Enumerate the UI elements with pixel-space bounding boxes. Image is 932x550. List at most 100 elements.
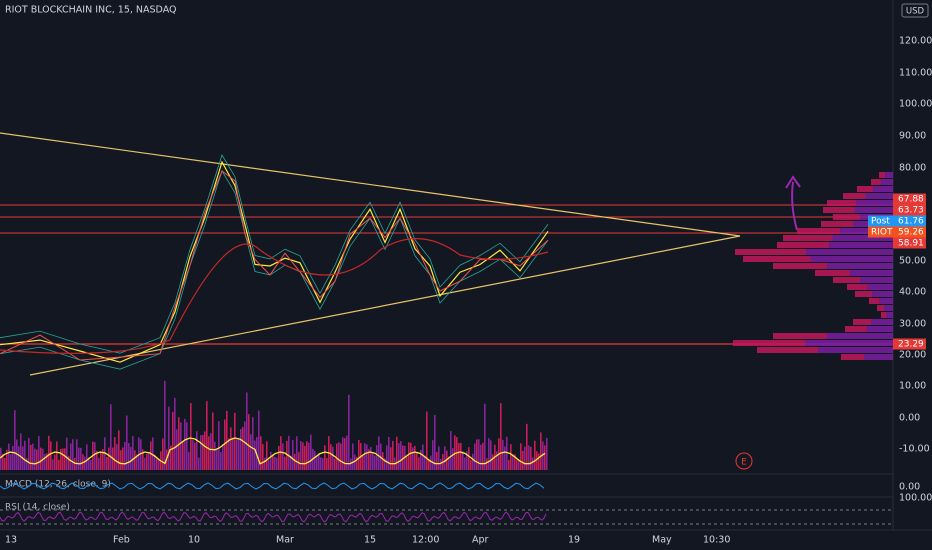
volume-bar xyxy=(74,457,76,470)
profile-row xyxy=(854,207,893,213)
badge-tag xyxy=(868,226,893,238)
profile-row xyxy=(773,333,827,339)
profile-row xyxy=(865,193,893,199)
profile-row xyxy=(857,186,874,192)
volume-bar xyxy=(14,410,16,470)
volume-bar xyxy=(104,437,106,470)
volume-bar xyxy=(114,437,116,470)
profile-row xyxy=(869,298,880,304)
profile-row xyxy=(829,242,893,248)
volume-bar xyxy=(236,439,238,470)
volume-bar xyxy=(200,435,202,470)
macd-axis-label: 0.00 xyxy=(899,482,920,493)
volume-bar xyxy=(202,435,204,470)
volume-bar xyxy=(228,438,230,470)
volume-bar xyxy=(260,436,262,470)
volume-bar xyxy=(34,448,36,470)
volume-bar xyxy=(350,458,352,470)
volume-bar xyxy=(136,454,138,470)
profile-row xyxy=(821,221,854,227)
earnings-marker: E xyxy=(741,458,747,468)
volume-bar xyxy=(52,459,54,470)
volume-bar xyxy=(290,455,292,470)
profile-row xyxy=(847,284,868,290)
price-badge-label: 67.88 xyxy=(898,195,924,205)
volume-bar xyxy=(270,451,272,470)
volume-bar xyxy=(524,446,526,470)
volume-bar xyxy=(436,452,438,470)
volume-bar xyxy=(320,457,322,470)
time-axis-label: 13 xyxy=(5,535,17,546)
volume-bar xyxy=(250,434,252,470)
volume-bar xyxy=(444,446,446,470)
volume-bar xyxy=(178,417,180,470)
volume-bar xyxy=(540,432,542,470)
volume-bar xyxy=(428,459,430,470)
volume-bar xyxy=(300,440,302,470)
volume-bar xyxy=(316,455,318,470)
profile-row xyxy=(805,340,893,346)
volume-bar xyxy=(330,444,332,470)
volume-profile xyxy=(733,172,893,360)
profile-row xyxy=(733,340,805,346)
profile-row xyxy=(827,333,893,339)
price-axis-label: 120.00 xyxy=(899,36,932,47)
profile-row xyxy=(832,235,893,241)
volume-bar xyxy=(208,436,210,470)
rsi-label: RSI (14, close) xyxy=(5,503,70,513)
volume-bar xyxy=(100,452,102,470)
volume-bar xyxy=(378,436,380,470)
volume-bar xyxy=(466,451,468,470)
profile-row xyxy=(777,242,830,248)
volume-bar xyxy=(146,453,148,470)
price-axis-label: 40.00 xyxy=(899,287,926,298)
volume-bar xyxy=(406,456,408,470)
volume-bar xyxy=(36,449,38,470)
volume-bar xyxy=(212,412,214,470)
volume-bar xyxy=(402,445,404,470)
volume-bar xyxy=(170,445,172,470)
profile-row xyxy=(773,263,827,269)
volume-bar xyxy=(124,441,126,470)
volume-bar xyxy=(510,444,512,470)
volume-bar xyxy=(186,422,188,470)
volume-bar xyxy=(248,414,250,470)
volume-bar xyxy=(174,397,176,470)
volume-bar xyxy=(194,442,196,470)
volume-bar xyxy=(508,459,510,470)
volume-bar xyxy=(88,457,90,470)
volume-bar xyxy=(526,423,528,470)
volume-bar xyxy=(324,445,326,470)
profile-row xyxy=(783,235,833,241)
profile-row xyxy=(879,298,893,304)
volume-bar xyxy=(298,452,300,470)
volume-bar xyxy=(384,458,386,470)
volume-bar xyxy=(244,421,246,470)
time-axis-label: May xyxy=(652,535,672,546)
profile-row xyxy=(833,214,860,220)
volume-bar xyxy=(38,436,40,470)
volume-bar xyxy=(134,450,136,470)
volume-bar xyxy=(492,454,494,470)
profile-row xyxy=(872,291,893,297)
profile-row xyxy=(806,249,893,255)
profile-row xyxy=(827,263,893,269)
volume-bar xyxy=(306,441,308,470)
volume-bar xyxy=(4,458,6,470)
arrow-annotation xyxy=(785,175,801,231)
profile-row xyxy=(886,312,893,318)
badge-tag xyxy=(868,215,893,227)
volume-bar xyxy=(20,433,22,470)
volume-bar xyxy=(354,454,356,470)
volume-bar xyxy=(338,442,340,470)
volume-bar xyxy=(390,447,392,470)
volume-bar xyxy=(314,450,316,470)
volume-bar xyxy=(528,445,530,470)
volume-bar xyxy=(46,453,48,470)
profile-row xyxy=(860,277,893,283)
volume-bar xyxy=(90,459,92,470)
volume-bar xyxy=(86,444,88,470)
volume-bar xyxy=(68,456,70,470)
volume-bar xyxy=(518,459,520,470)
